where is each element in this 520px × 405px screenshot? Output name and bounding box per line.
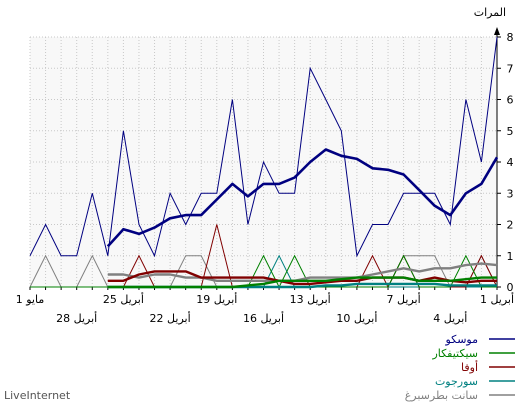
x-tick-label: 7 أبريل bbox=[387, 292, 421, 306]
y-tick-label: 0 bbox=[507, 281, 514, 294]
series-line-daily bbox=[29, 36, 498, 258]
x-tick-label: 16 أبريل bbox=[243, 311, 284, 325]
legend-entry: سانت بطرسبرغ bbox=[405, 389, 478, 402]
series-line-average bbox=[106, 148, 499, 248]
x-tick-label: 19 أبريل bbox=[196, 292, 237, 306]
y-axis-arrow bbox=[494, 27, 500, 35]
y-tick-label: 4 bbox=[507, 156, 514, 169]
y-axis-label: المرات bbox=[474, 6, 506, 19]
legend-entry: موسكو bbox=[444, 333, 478, 346]
y-tick-label: 7 bbox=[507, 62, 514, 75]
series-line-average bbox=[107, 276, 497, 289]
x-tick-label: 1 أبريل bbox=[480, 292, 514, 306]
y-tick-label: 3 bbox=[507, 187, 514, 200]
y-tick-label: 2 bbox=[507, 219, 514, 232]
series-line-average bbox=[107, 270, 497, 286]
watermark: LiveInternet bbox=[4, 389, 71, 402]
y-tick-label: 1 bbox=[507, 250, 514, 263]
x-tick-label: 22 أبريل bbox=[150, 311, 191, 325]
y-tick-label: 5 bbox=[507, 125, 514, 138]
legend-entry: سورجوت bbox=[435, 375, 478, 388]
x-tick-label: 10 أبريل bbox=[336, 311, 377, 325]
series-line-average bbox=[107, 262, 498, 282]
y-tick-label: 8 bbox=[507, 31, 514, 44]
series-lines bbox=[29, 36, 499, 289]
x-tick-label: 1 مايو bbox=[16, 293, 45, 306]
y-tick-label: 6 bbox=[507, 94, 514, 107]
legend-entry: أوفا bbox=[461, 360, 478, 374]
x-tick-label: 25 أبريل bbox=[103, 292, 144, 306]
x-tick-label: 4 أبريل bbox=[433, 311, 467, 325]
x-tick-label: 28 أبريل bbox=[56, 311, 97, 325]
x-tick-label: 13 أبريل bbox=[290, 292, 331, 306]
legend-entry: سيكتيفكار bbox=[431, 347, 478, 360]
